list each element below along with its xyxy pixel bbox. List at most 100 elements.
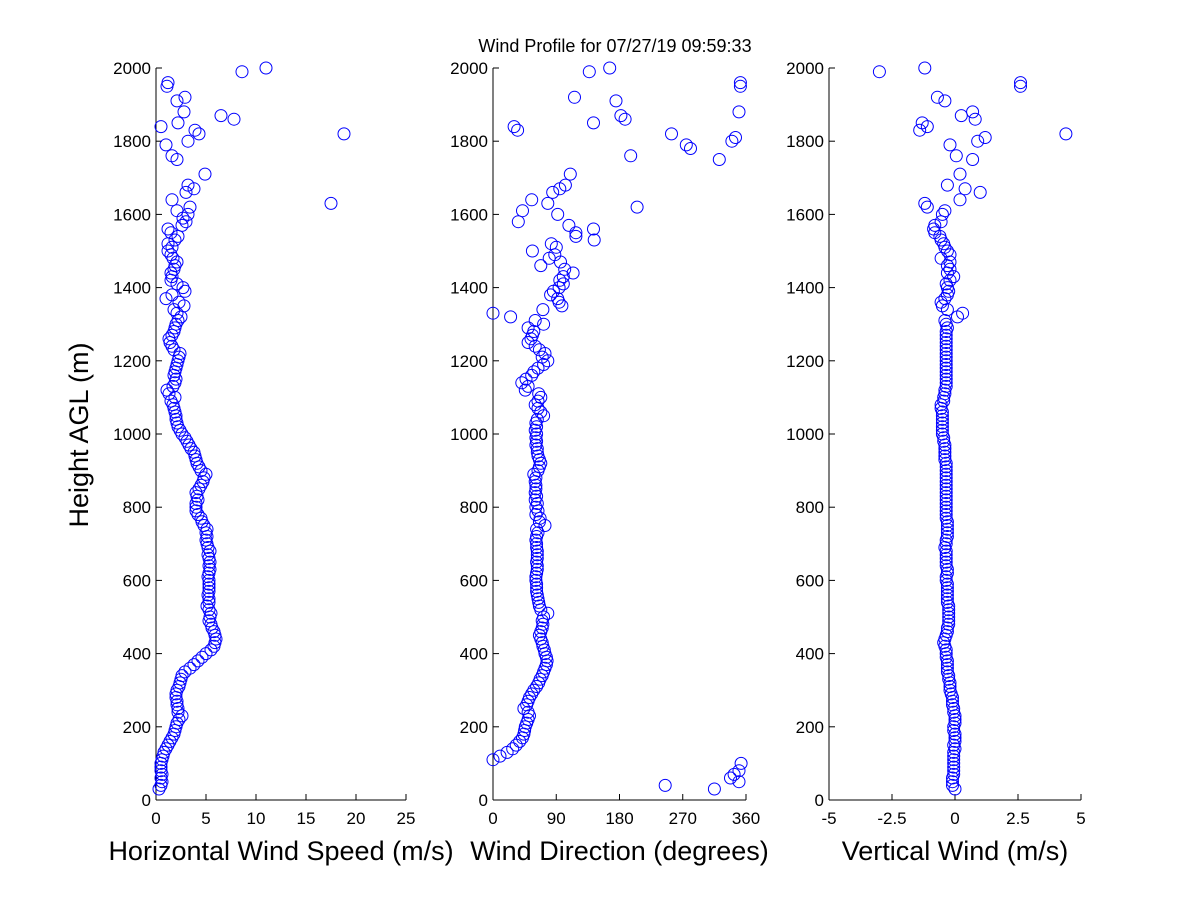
data-point <box>558 178 572 192</box>
data-point <box>170 153 184 166</box>
data-point <box>189 500 203 514</box>
data-point <box>939 559 953 573</box>
data-point <box>541 606 555 620</box>
data-point <box>529 573 543 587</box>
x-tick-label: 15 <box>297 809 316 828</box>
data-point <box>200 599 214 613</box>
data-point <box>935 409 949 423</box>
data-point <box>940 625 954 639</box>
y-tick-label: 1400 <box>113 279 151 298</box>
data-point <box>189 497 203 510</box>
data-point <box>935 420 949 434</box>
y-tick-label: 1800 <box>786 132 824 151</box>
data-point <box>733 79 747 93</box>
data-point <box>665 127 678 141</box>
data-point <box>172 295 186 309</box>
y-tick-label: 1400 <box>450 279 488 298</box>
data-point <box>199 467 213 481</box>
data-point <box>1059 127 1073 141</box>
data-point <box>558 262 572 276</box>
data-point <box>163 734 177 748</box>
x-tick-label: 10 <box>247 809 266 828</box>
data-point <box>939 548 953 562</box>
data-point <box>939 573 953 587</box>
data-point <box>167 343 181 357</box>
data-point <box>725 134 739 148</box>
data-point <box>178 90 192 104</box>
data-point <box>517 702 531 715</box>
data-point <box>188 123 202 137</box>
data-point <box>942 603 956 617</box>
x-axis-label: Vertical Wind (m/s) <box>842 836 1069 866</box>
data-point <box>175 709 189 723</box>
data-point <box>569 229 583 243</box>
data-point <box>556 270 570 284</box>
y-tick-label: 200 <box>460 718 488 737</box>
data-point <box>568 90 581 104</box>
y-tick-label: 400 <box>460 645 488 664</box>
data-point <box>177 299 191 313</box>
data-point <box>518 383 532 397</box>
data-point <box>948 734 962 748</box>
data-point <box>521 336 535 349</box>
data-point <box>935 416 949 430</box>
data-point <box>712 153 726 166</box>
data-point <box>939 361 953 375</box>
data-point <box>533 672 547 686</box>
y-tick-label: 0 <box>142 791 151 810</box>
data-point <box>935 207 949 221</box>
data-point <box>177 105 191 119</box>
data-point <box>528 314 542 327</box>
data-point <box>939 354 953 368</box>
data-point <box>165 288 179 302</box>
data-point <box>486 753 500 767</box>
data-point <box>534 259 548 273</box>
data-point <box>530 548 544 562</box>
data-point <box>171 229 185 243</box>
data-point <box>942 610 956 624</box>
data-point <box>191 508 205 521</box>
data-point <box>939 464 953 478</box>
data-point <box>511 215 525 229</box>
data-point <box>189 486 203 500</box>
data-point <box>195 650 209 664</box>
data-point <box>178 665 192 679</box>
data-point <box>506 742 520 756</box>
data-point <box>732 775 746 789</box>
y-tick-label: 2000 <box>786 59 824 78</box>
data-point <box>171 705 185 719</box>
data-point <box>551 292 565 306</box>
data-point <box>939 555 953 569</box>
data-point <box>530 412 544 426</box>
data-point <box>562 218 576 232</box>
data-point <box>201 548 215 562</box>
data-point <box>934 295 948 309</box>
data-point <box>940 588 954 602</box>
data-point <box>940 519 954 532</box>
data-point <box>164 226 178 240</box>
data-point <box>940 566 954 580</box>
data-point <box>939 347 953 360</box>
data-point <box>943 680 957 693</box>
data-point <box>515 376 529 390</box>
data-point <box>939 508 953 521</box>
x-tick-label: 90 <box>547 809 566 828</box>
data-point <box>535 350 549 364</box>
data-point <box>162 332 176 346</box>
data-point <box>165 240 179 254</box>
data-point <box>947 724 961 737</box>
data-point <box>530 551 544 565</box>
data-point <box>192 127 206 141</box>
data-point <box>532 387 546 401</box>
data-point <box>939 650 953 664</box>
data-point <box>939 475 953 489</box>
y-tick-label: 800 <box>460 498 488 517</box>
data-point <box>939 336 953 349</box>
data-point <box>947 764 961 778</box>
data-point <box>516 204 529 218</box>
data-point <box>181 178 195 192</box>
data-point <box>939 376 953 390</box>
data-point <box>939 537 953 551</box>
data-point <box>159 742 173 756</box>
